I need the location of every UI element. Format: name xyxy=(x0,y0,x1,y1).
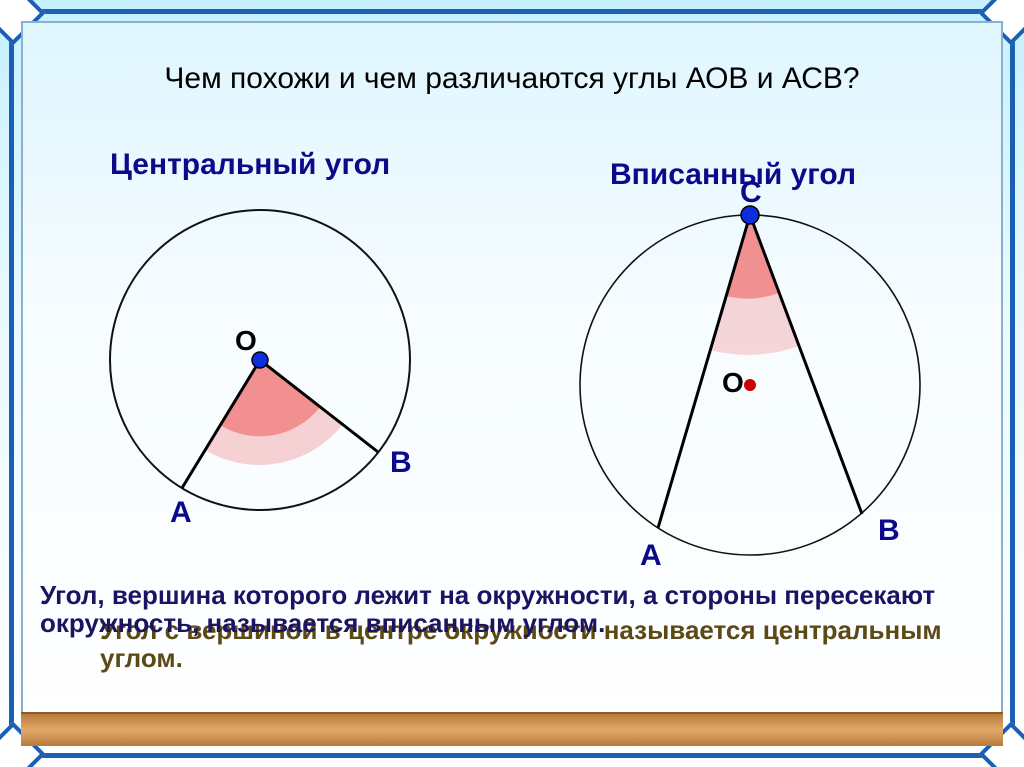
diagram-inscribed: О С А В xyxy=(540,170,960,570)
svg-text:А: А xyxy=(640,539,662,570)
definitions: Угол, вершина которого лежит на окружнос… xyxy=(40,581,984,695)
svg-text:О: О xyxy=(722,367,744,398)
svg-text:С: С xyxy=(740,176,762,209)
slide: Чем похожи и чем различаются углы АОВ и … xyxy=(0,0,1024,767)
label-central-angle: Центральный угол xyxy=(110,148,390,182)
slide-title: Чем похожи и чем различаются углы АОВ и … xyxy=(0,62,1024,96)
svg-text:В: В xyxy=(390,446,412,479)
diagram-central: О А В xyxy=(70,190,450,530)
svg-text:В: В xyxy=(878,514,900,547)
definition-inscribed: Угол, вершина которого лежит на окружнос… xyxy=(40,581,984,638)
svg-text:О: О xyxy=(235,325,257,356)
bottom-bar xyxy=(21,712,1003,746)
svg-text:А: А xyxy=(170,496,192,529)
